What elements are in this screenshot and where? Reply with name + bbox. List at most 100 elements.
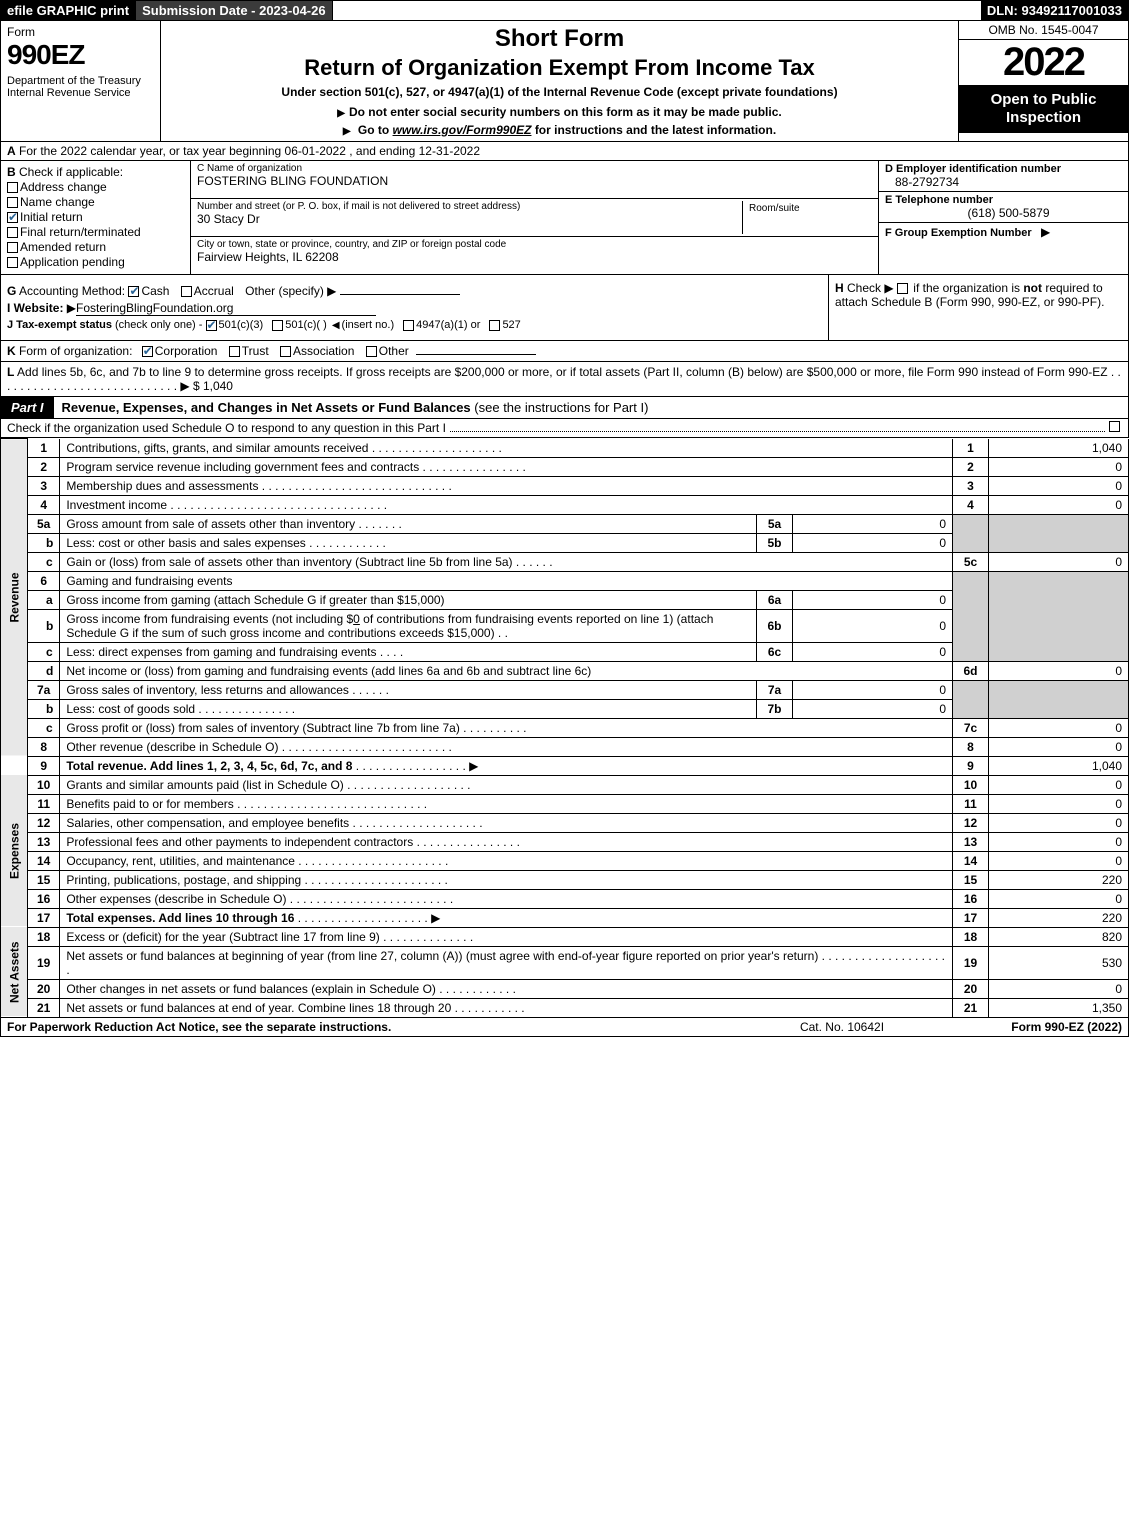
check-501c[interactable] xyxy=(272,320,283,331)
row-14: 14Occupancy, rent, utilities, and mainte… xyxy=(1,851,1129,870)
row-21: 21Net assets or fund balances at end of … xyxy=(1,998,1129,1017)
line-g: G Accounting Method: Cash Accrual Other … xyxy=(7,284,822,298)
arrow-icon: ▶ xyxy=(1041,225,1050,239)
top-bar: efile GRAPHIC print Submission Date - 20… xyxy=(0,0,1129,21)
row-13: 13Professional fees and other payments t… xyxy=(1,832,1129,851)
short-form-title: Short Form xyxy=(167,25,952,53)
line-l-label: L xyxy=(7,365,14,379)
part-i-table: Revenue 1Contributions, gifts, grants, a… xyxy=(0,438,1129,1018)
part-i-title: Revenue, Expenses, and Changes in Net As… xyxy=(54,397,1128,418)
form-label: Form xyxy=(7,25,154,39)
form-header: Form 990EZ Department of the Treasury In… xyxy=(0,21,1129,142)
line-a: A For the 2022 calendar year, or tax yea… xyxy=(0,142,1129,161)
footer-left: For Paperwork Reduction Act Notice, see … xyxy=(7,1020,742,1034)
website-link[interactable]: FosteringBlingFoundation.org xyxy=(76,301,233,315)
irs-link[interactable]: www.irs.gov/Form990EZ xyxy=(393,123,532,137)
main-title: Return of Organization Exempt From Incom… xyxy=(167,55,952,81)
other-org-input[interactable] xyxy=(416,354,536,355)
city: Fairview Heights, IL 62208 xyxy=(197,250,872,264)
check-schedule-b[interactable] xyxy=(897,283,908,294)
omb-number: OMB No. 1545-0047 xyxy=(959,21,1128,40)
line-l-text: Add lines 5b, 6c, and 7b to line 9 to de… xyxy=(17,365,1108,379)
col-gij: G Accounting Method: Cash Accrual Other … xyxy=(1,275,828,340)
line-h-check: Check ▶ xyxy=(847,281,894,295)
row-4: 4Investment income . . . . . . . . . . .… xyxy=(1,495,1129,514)
col-b-label: B xyxy=(7,165,16,179)
line-h-text2: if the organization is xyxy=(913,281,1023,295)
part-i-label: Part I xyxy=(1,397,54,418)
part-i-header: Part I Revenue, Expenses, and Changes in… xyxy=(0,397,1129,419)
check-cash[interactable] xyxy=(128,286,139,297)
row-7c: cGross profit or (loss) from sales of in… xyxy=(1,718,1129,737)
line-h-not: not xyxy=(1023,281,1042,295)
line-k: K Form of organization: Corporation Trus… xyxy=(0,341,1129,362)
section-bcd: B Check if applicable: Address change Na… xyxy=(0,161,1129,275)
header-center: Short Form Return of Organization Exempt… xyxy=(161,21,958,141)
check-4947[interactable] xyxy=(403,320,414,331)
efile-print[interactable]: efile GRAPHIC print xyxy=(1,1,136,20)
check-corporation[interactable] xyxy=(142,346,153,357)
col-b: B Check if applicable: Address change Na… xyxy=(1,161,191,274)
check-schedule-o[interactable] xyxy=(1109,421,1120,432)
org-name-row: C Name of organization FOSTERING BLING F… xyxy=(191,161,878,199)
ein-row: D Employer identification number 88-2792… xyxy=(879,161,1128,192)
link-post: for instructions and the latest informat… xyxy=(535,123,776,137)
row-17: 17Total expenses. Add lines 10 through 1… xyxy=(1,908,1129,927)
arrow-left-icon xyxy=(330,319,342,331)
line-k-text: Form of organization: xyxy=(19,344,132,358)
check-association[interactable] xyxy=(280,346,291,357)
check-other-org[interactable] xyxy=(366,346,377,357)
row-9: 9Total revenue. Add lines 1, 2, 3, 4, 5c… xyxy=(1,756,1129,775)
netassets-side-label: Net Assets xyxy=(1,927,28,1017)
line-j-sub: (check only one) - xyxy=(115,319,202,331)
row-20: 20Other changes in net assets or fund ba… xyxy=(1,979,1129,998)
subtitle: Under section 501(c), 527, or 4947(a)(1)… xyxy=(167,85,952,99)
addr: 30 Stacy Dr xyxy=(197,212,736,226)
row-16: 16Other expenses (describe in Schedule O… xyxy=(1,889,1129,908)
check-527[interactable] xyxy=(489,320,500,331)
check-final-return[interactable]: Final return/terminated xyxy=(7,225,184,239)
line-a-text: For the 2022 calendar year, or tax year … xyxy=(19,144,480,158)
check-501c3[interactable] xyxy=(206,320,217,331)
city-row: City or town, state or province, country… xyxy=(191,237,878,274)
ssn-warning: Do not enter social security numbers on … xyxy=(167,105,952,119)
row-10: Expenses 10Grants and similar amounts pa… xyxy=(1,775,1129,794)
line-i-label: I Website: xyxy=(7,301,63,315)
department: Department of the Treasury Internal Reve… xyxy=(7,75,154,99)
city-label: City or town, state or province, country… xyxy=(197,239,872,250)
col-h: H Check ▶ if the organization is not req… xyxy=(828,275,1128,340)
phone-row: E Telephone number (618) 500-5879 xyxy=(879,192,1128,223)
section-gh: G Accounting Method: Cash Accrual Other … xyxy=(0,275,1129,341)
other-specify-input[interactable] xyxy=(340,294,460,295)
row-12: 12Salaries, other compensation, and empl… xyxy=(1,813,1129,832)
check-amended-return[interactable]: Amended return xyxy=(7,240,184,254)
group-exemption-label: F Group Exemption Number xyxy=(885,227,1032,239)
open-to-public: Open to Public Inspection xyxy=(959,85,1128,133)
row-6d: dNet income or (loss) from gaming and fu… xyxy=(1,661,1129,680)
phone: (618) 500-5879 xyxy=(885,206,1122,220)
footer-cat: Cat. No. 10642I xyxy=(742,1020,942,1034)
ein: 88-2792734 xyxy=(885,175,1122,189)
arrow-icon xyxy=(343,123,355,137)
col-d: D Employer identification number 88-2792… xyxy=(878,161,1128,274)
footer-right: Form 990-EZ (2022) xyxy=(942,1020,1122,1034)
group-exemption-row: F Group Exemption Number ▶ xyxy=(879,223,1128,274)
line-g-label: G xyxy=(7,284,16,298)
line-i: I Website: ▶FosteringBlingFoundation.org xyxy=(7,301,822,316)
check-address-change[interactable]: Address change xyxy=(7,180,184,194)
form-number: 990EZ xyxy=(7,39,154,71)
check-initial-return[interactable]: Initial return xyxy=(7,210,184,224)
addr-row: Number and street (or P. O. box, if mail… xyxy=(191,199,878,237)
dln: DLN: 93492117001033 xyxy=(981,1,1128,20)
check-application-pending[interactable]: Application pending xyxy=(7,255,184,269)
row-6: 6Gaming and fundraising events xyxy=(1,571,1129,590)
addr-label: Number and street (or P. O. box, if mail… xyxy=(197,201,736,212)
line-h-label: H xyxy=(835,281,844,295)
check-trust[interactable] xyxy=(229,346,240,357)
org-name: FOSTERING BLING FOUNDATION xyxy=(197,174,872,188)
check-accrual[interactable] xyxy=(181,286,192,297)
row-5a: 5aGross amount from sale of assets other… xyxy=(1,514,1129,533)
check-name-change[interactable]: Name change xyxy=(7,195,184,209)
header-right: OMB No. 1545-0047 2022 Open to Public In… xyxy=(958,21,1128,141)
instructions-link-line: Go to www.irs.gov/Form990EZ for instruct… xyxy=(167,123,952,137)
